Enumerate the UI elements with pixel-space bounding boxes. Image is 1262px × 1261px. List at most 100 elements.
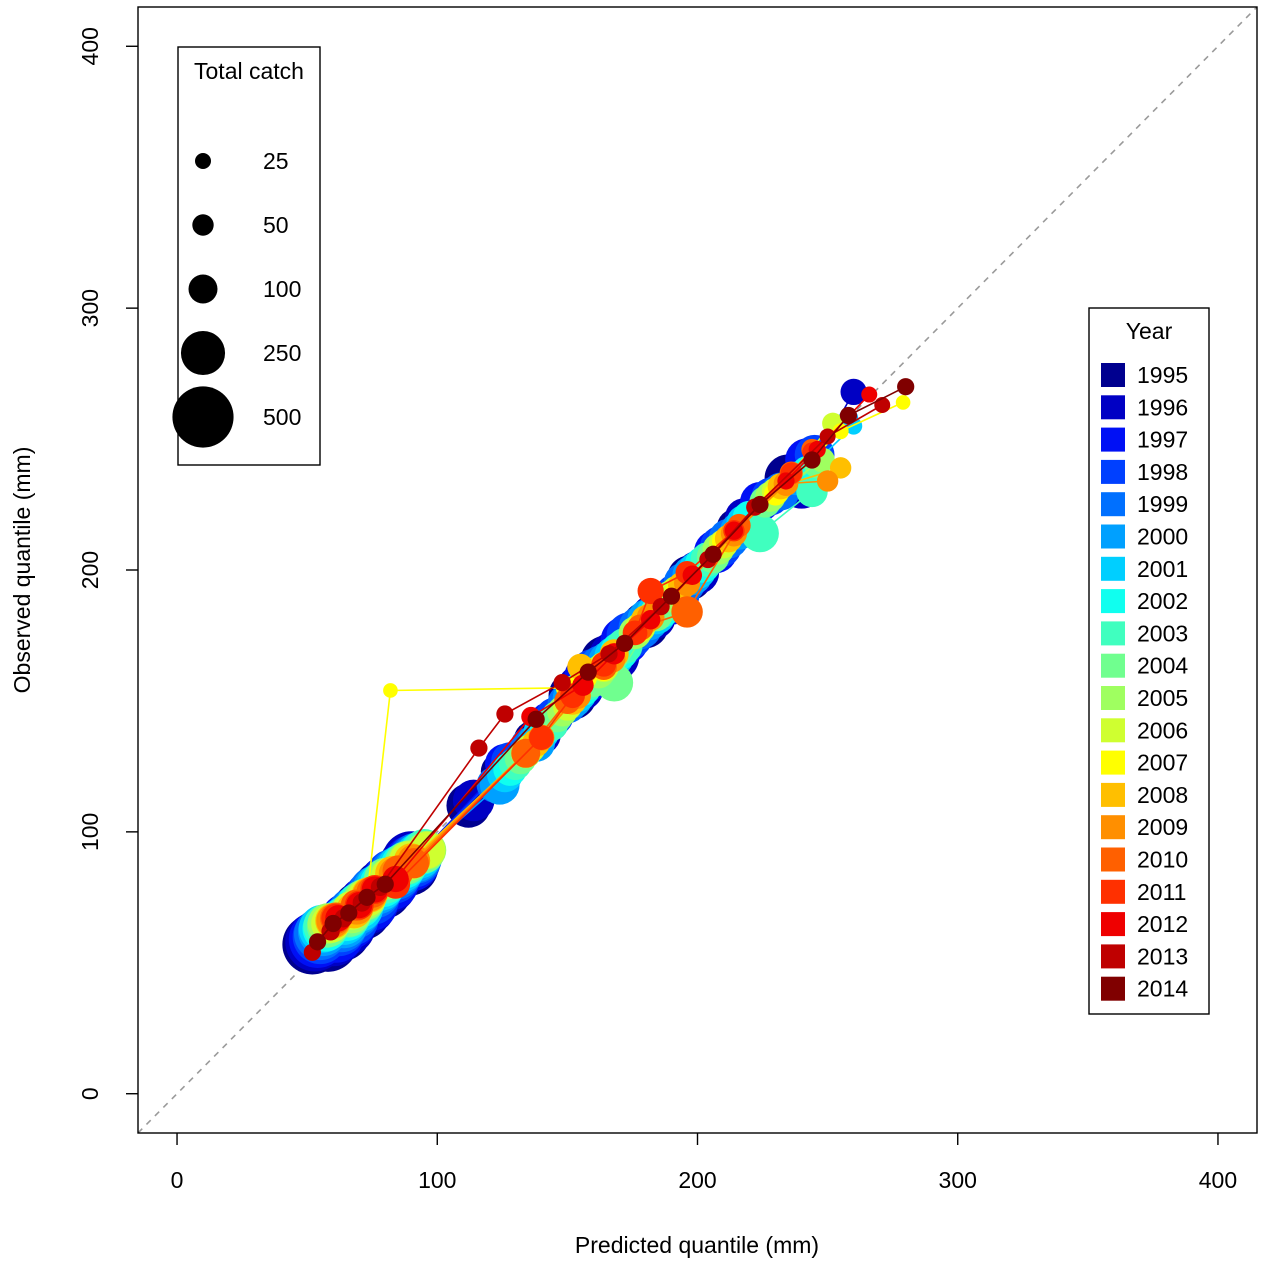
series-2014: [308, 378, 915, 951]
data-point: [803, 451, 821, 469]
data-point: [895, 395, 911, 410]
data-point: [816, 470, 839, 492]
data-point: [861, 386, 878, 403]
year-legend-label: 2008: [1137, 782, 1188, 808]
data-point: [751, 495, 769, 514]
year-legend-label: 2004: [1137, 653, 1188, 679]
year-legend-label: 2005: [1137, 685, 1188, 711]
data-point: [897, 378, 915, 396]
data-point: [358, 888, 376, 906]
year-legend-label: 2003: [1137, 620, 1188, 646]
y-tick-label: 100: [77, 813, 103, 851]
size-legend-swatch: [172, 386, 234, 448]
data-point: [340, 904, 358, 922]
data-point: [704, 545, 722, 563]
year-legend-swatch: [1101, 750, 1125, 775]
data-point: [324, 914, 342, 933]
year-legend-swatch: [1101, 686, 1125, 710]
data-point: [527, 710, 545, 728]
data-marks-layer: [282, 378, 915, 975]
size-legend-label: 50: [263, 212, 289, 238]
year-legend-label: 2013: [1137, 943, 1188, 969]
year-legend-swatch: [1101, 459, 1125, 484]
size-legend-swatch: [180, 330, 226, 376]
year-legend-swatch: [1101, 944, 1125, 969]
year-legend-label: 1996: [1137, 394, 1188, 420]
y-axis-title: Observed quantile (mm): [9, 447, 35, 694]
data-point: [819, 428, 836, 445]
data-point: [616, 634, 634, 652]
size-legend-swatch: [195, 153, 211, 169]
size-legend-swatch: [188, 274, 218, 304]
year-legend-swatch: [1101, 912, 1125, 937]
year-legend-swatch: [1101, 427, 1125, 452]
size-legend-swatch: [192, 214, 214, 236]
x-tick-label: 100: [418, 1167, 456, 1193]
year-legend-label: 2011: [1137, 879, 1186, 905]
year-legend-swatch: [1101, 879, 1125, 904]
y-tick-label: 400: [77, 27, 103, 65]
year-legend-label: 2000: [1137, 524, 1188, 550]
year-legend-swatch: [1101, 976, 1125, 1001]
year-legend-label: 2001: [1137, 556, 1188, 582]
year-legend-swatch: [1101, 589, 1125, 614]
year-legend-label: 2009: [1137, 814, 1188, 840]
data-point: [383, 683, 398, 698]
size-legend-label: 500: [263, 404, 301, 430]
year-legend-label: 2014: [1137, 976, 1188, 1002]
year-legend-swatch: [1101, 815, 1125, 840]
data-point: [398, 848, 429, 879]
data-point: [637, 577, 664, 605]
data-point: [470, 739, 488, 757]
year-legend-label: 2002: [1137, 588, 1188, 614]
year-legend-label: 2010: [1137, 847, 1188, 873]
x-tick-label: 200: [678, 1167, 716, 1193]
data-point: [579, 663, 597, 681]
year-legend-swatch: [1101, 718, 1125, 743]
year-legend-swatch: [1101, 556, 1125, 581]
year-legend-label: 1999: [1137, 491, 1188, 517]
year-legend-swatch: [1101, 363, 1125, 387]
data-point: [308, 933, 327, 951]
year-legend-swatch: [1101, 782, 1125, 807]
data-point: [874, 397, 891, 414]
x-tick-label: 0: [171, 1167, 184, 1193]
data-point: [496, 705, 514, 723]
year-legend-label: 1998: [1137, 459, 1188, 485]
x-axis-title: Predicted quantile (mm): [575, 1232, 819, 1258]
year-legend-title: Year: [1126, 318, 1173, 344]
data-point: [840, 378, 867, 406]
year-legend-swatch: [1101, 492, 1125, 517]
y-tick-label: 300: [77, 289, 103, 327]
year-legend: Year 1995 1996 1997 1998 1999 2000 2001 2002 2003…: [1088, 307, 1210, 1015]
size-legend-label: 25: [263, 148, 289, 174]
y-tick-label: 0: [77, 1087, 103, 1100]
year-legend-label: 2007: [1137, 750, 1188, 776]
data-point: [839, 406, 858, 425]
year-legend-swatch: [1101, 847, 1125, 872]
data-point: [376, 875, 394, 893]
year-legend-label: 1997: [1137, 427, 1188, 453]
data-point: [662, 587, 681, 605]
size-legend-title: Total catch: [194, 58, 304, 84]
y-tick-label: 200: [77, 551, 103, 589]
year-legend-swatch: [1101, 395, 1125, 420]
size-legend: Total catch 25 50 100 250 500: [172, 46, 321, 466]
data-point: [829, 457, 852, 479]
size-legend-label: 100: [263, 276, 301, 302]
size-legend-label: 250: [263, 340, 301, 366]
year-legend-swatch: [1101, 653, 1125, 678]
year-legend-label: 2012: [1137, 911, 1188, 937]
data-point: [671, 596, 703, 628]
year-legend-label: 1995: [1137, 362, 1188, 388]
year-legend-swatch: [1101, 621, 1125, 646]
data-point: [553, 673, 571, 692]
x-tick-label: 400: [1199, 1167, 1237, 1193]
data-point: [640, 610, 661, 630]
year-legend-swatch: [1101, 524, 1125, 549]
data-point: [528, 725, 554, 750]
axes-layer: 0 100 200 300 400 0 100 200 300 400: [77, 27, 1237, 1193]
year-legend-label: 2006: [1137, 717, 1188, 743]
x-tick-label: 300: [939, 1167, 977, 1193]
